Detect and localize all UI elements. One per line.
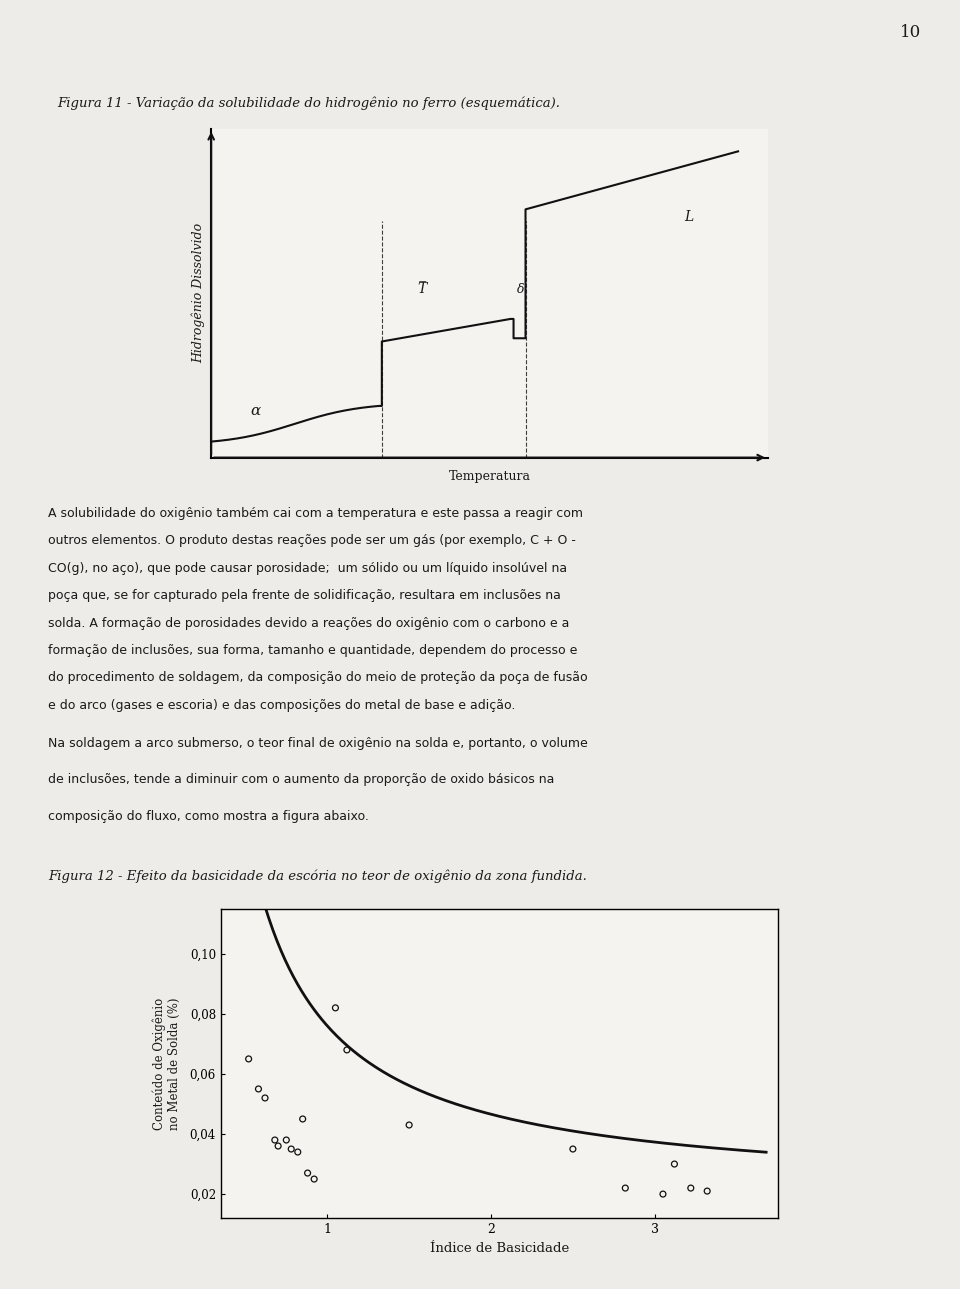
Point: [565, 1138, 581, 1159]
Point: [684, 1178, 699, 1199]
Text: e do arco (gases e escoria) e das composições do metal de base e adição.: e do arco (gases e escoria) e das compos…: [48, 699, 516, 712]
Text: 10: 10: [900, 23, 922, 41]
Text: Na soldagem a arco submerso, o teor final de oxigênio na solda e, portanto, o vo: Na soldagem a arco submerso, o teor fina…: [48, 737, 588, 750]
Text: do procedimento de soldagem, da composição do meio de proteção da poça de fusão: do procedimento de soldagem, da composiç…: [48, 672, 588, 684]
Text: Figura 12 - Efeito da basicidade da escória no teor de oxigênio da zona fundida.: Figura 12 - Efeito da basicidade da escó…: [48, 870, 587, 883]
Point: [271, 1136, 286, 1156]
Point: [278, 1129, 294, 1150]
Text: composição do fluxo, como mostra a figura abaixo.: composição do fluxo, como mostra a figur…: [48, 809, 369, 822]
Text: δ: δ: [517, 284, 525, 296]
X-axis label: Índice de Basicidade: Índice de Basicidade: [429, 1241, 569, 1254]
Text: Figura 11 - Variação da solubilidade do hidrogênio no ferro (esquemática).: Figura 11 - Variação da solubilidade do …: [58, 97, 561, 110]
Text: L: L: [684, 210, 694, 224]
Text: CO(g), no aço), que pode causar porosidade;  um sólido ou um líquido insolúvel n: CO(g), no aço), que pode causar porosida…: [48, 562, 567, 575]
Text: α: α: [251, 403, 260, 418]
Point: [241, 1049, 256, 1070]
Point: [656, 1183, 671, 1204]
Point: [667, 1154, 683, 1174]
Point: [327, 998, 343, 1018]
Y-axis label: Hidrogênio Dissolvido: Hidrogênio Dissolvido: [192, 223, 205, 363]
Text: de inclusões, tende a diminuir com o aumento da proporção de oxido básicos na: de inclusões, tende a diminuir com o aum…: [48, 773, 554, 786]
Text: solda. A formação de porosidades devido a reações do oxigênio com o carbono e a: solda. A formação de porosidades devido …: [48, 616, 569, 629]
Text: formação de inclusões, sua forma, tamanho e quantidade, dependem do processo e: formação de inclusões, sua forma, tamanh…: [48, 644, 577, 657]
Point: [700, 1181, 715, 1201]
Point: [300, 1163, 315, 1183]
Point: [290, 1142, 305, 1163]
Point: [617, 1178, 633, 1199]
Point: [257, 1088, 273, 1109]
Point: [295, 1109, 310, 1129]
Point: [306, 1169, 322, 1190]
Point: [339, 1040, 354, 1061]
Point: [251, 1079, 266, 1100]
Point: [283, 1138, 299, 1159]
Text: poça que, se for capturado pela frente de solidificação, resultara em inclusões : poça que, se for capturado pela frente d…: [48, 589, 561, 602]
Point: [401, 1115, 417, 1136]
Text: outros elementos. O produto destas reações pode ser um gás (por exemplo, C + O -: outros elementos. O produto destas reaçõ…: [48, 535, 576, 548]
Text: T̅: T̅: [418, 282, 426, 296]
Y-axis label: Conteúdo de Oxigênio
no Metal de Solda (%): Conteúdo de Oxigênio no Metal de Solda (…: [153, 998, 181, 1129]
Text: A solubilidade do oxigênio também cai com a temperatura e este passa a reagir co: A solubilidade do oxigênio também cai co…: [48, 507, 583, 519]
Point: [267, 1129, 282, 1150]
Text: Temperatura: Temperatura: [448, 469, 531, 483]
